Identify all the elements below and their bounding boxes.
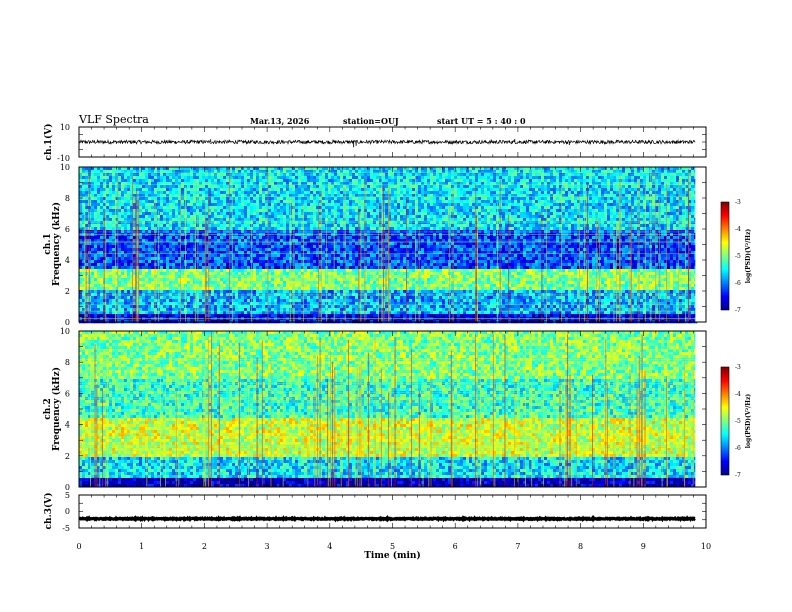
ch2-colorbar-label: log(PSD)(V²/Hz): [745, 394, 752, 449]
x-tick-label: 1: [139, 542, 144, 551]
ch1-spectrogram-ytick-label: 10: [60, 163, 70, 172]
ch2-colorbar-tick: -4: [735, 391, 741, 398]
ch1-spectrogram-ytick-label: 8: [65, 194, 70, 203]
ch2-spectrogram-ytick-label: 4: [65, 421, 70, 430]
x-tick-label: 0: [76, 542, 81, 551]
x-tick-label: 3: [265, 542, 270, 551]
ch1-spectrogram-ytick-label: 0: [65, 318, 70, 327]
ch1-panel: 10 -10 ch.1(V): [43, 123, 706, 163]
x-tick-label: 8: [578, 542, 583, 551]
ch3-ytick-bottom: -5: [62, 524, 70, 533]
ch2-colorbar-tick: -5: [735, 418, 741, 425]
ch2-spectrogram-ytick-label: 10: [60, 327, 70, 336]
ch1-spectrogram-ytick-label: 4: [65, 256, 70, 265]
x-tick-label: 9: [641, 542, 646, 551]
ch1-colorbar-tick: -4: [735, 226, 741, 233]
ch1-colorbar-tick: -5: [735, 253, 741, 260]
ch3-ytick-middle: 0: [65, 507, 70, 516]
ch1-waveform-trace: [80, 140, 696, 144]
ch2-colorbar-tick: -3: [735, 364, 741, 371]
ch2-spectrogram-ytick-label: 2: [65, 452, 70, 461]
x-tick-label: 7: [515, 542, 520, 551]
ch3-ylabel: ch.3(V): [43, 493, 54, 530]
ch2-spectrogram-ytick-label: 6: [65, 389, 70, 398]
ch2-colorbar: -3 -4 -5 -6 -7 log(PSD)(V²/Hz): [721, 364, 752, 479]
ch2-colorbar-tick: -7: [735, 472, 741, 479]
x-tick-label: 2: [202, 542, 207, 551]
x-axis-label: Time (min): [364, 550, 421, 561]
ch3-panel: 5 0 -5 ch.3(V): [43, 491, 706, 533]
ch2-spectrogram-ytick-label: 8: [65, 358, 70, 367]
ch1-ytick-top: 10: [60, 123, 70, 132]
ch1-spectrogram-ytick-label: 6: [65, 225, 70, 234]
ch1-ytick-bottom: -10: [57, 154, 70, 163]
ch1-colorbar-label: log(PSD)(V²/Hz): [745, 229, 752, 284]
time-axis: 0 1 2 3 4 5 6 7 8 9 10 Time (min): [76, 542, 711, 561]
ch1-ylabel: ch.1(V): [43, 124, 54, 161]
ch1-colorbar-tick: -3: [735, 199, 741, 206]
ch2-colorbar-tick: -6: [735, 445, 741, 452]
ch1-colorbar-tick: -7: [735, 307, 741, 314]
x-tick-label: 10: [701, 542, 711, 551]
ch2-spectrogram-ylabel: Frequency (kHz): [51, 367, 62, 451]
vlf-figure: 10 -10 ch.1(V) 0246810 ch.1 Frequency (k…: [0, 0, 792, 612]
x-tick-label: 5: [390, 542, 395, 551]
x-tick-label: 4: [327, 542, 332, 551]
ch1-spectrogram-ylabel: Frequency (kHz): [51, 202, 62, 286]
ch2-spectrogram-pixels: [79, 331, 697, 487]
x-tick-label: 6: [453, 542, 458, 551]
ch3-waveform-trace: [80, 518, 696, 519]
ch1-spectrogram-ytick-label: 2: [65, 287, 70, 296]
ch1-colorbar-tick: -6: [735, 280, 741, 287]
ch1-colorbar: -3 -4 -5 -6 -7 log(PSD)(V²/Hz): [721, 199, 752, 314]
ch3-ytick-top: 5: [65, 491, 70, 500]
